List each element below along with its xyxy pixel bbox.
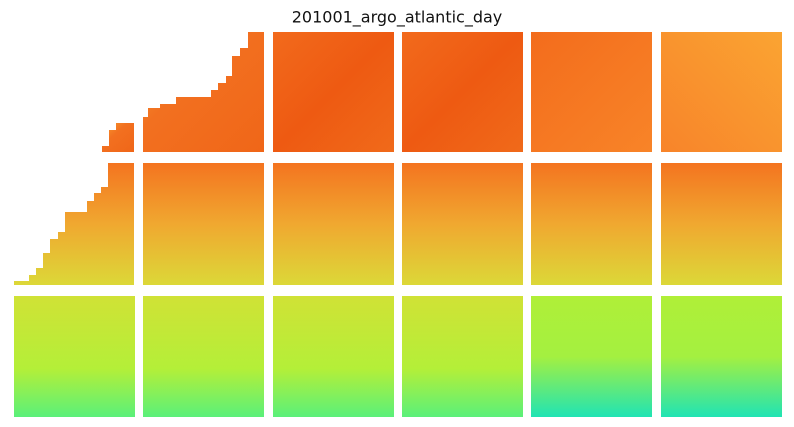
tile: [143, 296, 264, 417]
tile: [402, 296, 523, 417]
tile: [531, 163, 652, 285]
tile: [143, 32, 264, 152]
tile: [14, 163, 134, 285]
figure-title: 201001_argo_atlantic_day: [292, 8, 503, 28]
tiles: [14, 32, 782, 417]
tile: [402, 32, 523, 152]
tile: [531, 296, 652, 417]
tile: [661, 296, 782, 417]
tile: [273, 32, 394, 152]
tile: [661, 163, 782, 285]
tile: [273, 163, 394, 285]
tile: [531, 32, 652, 152]
tile: [402, 163, 523, 285]
tile: [143, 163, 264, 285]
tile: [102, 123, 134, 152]
tile: [661, 32, 782, 152]
tile: [14, 296, 135, 417]
tile: [273, 296, 394, 417]
